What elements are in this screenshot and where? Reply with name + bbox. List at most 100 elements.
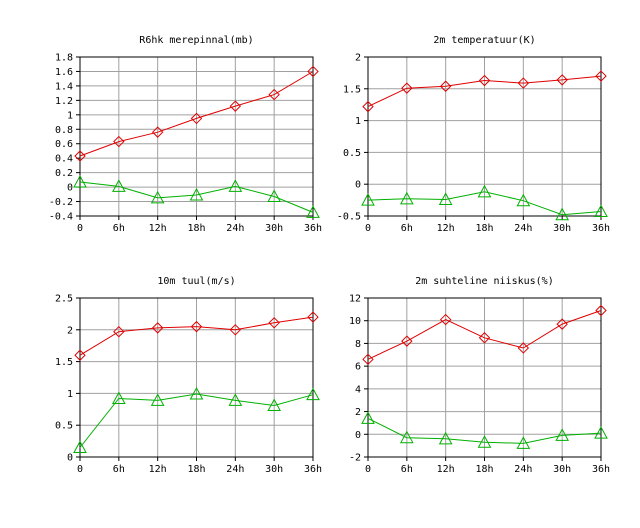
y-tick-label: 0.8 (55, 125, 73, 136)
y-tick-label: 8 (355, 339, 361, 350)
series-2-triangle-marker (555, 207, 570, 221)
series-2-triangle-marker (516, 193, 531, 207)
x-tick-label: 18h (187, 464, 205, 475)
series-2-triangle-marker (73, 174, 87, 188)
series-1-diamond-marker (401, 82, 413, 94)
y-tick-label: 10 (349, 316, 361, 327)
series-2-triangle-marker (306, 205, 320, 218)
y-tick-label: 0.5 (343, 148, 361, 159)
series-2-triangle-marker (438, 192, 453, 205)
series-1-diamond-marker (268, 88, 280, 101)
series-1-diamond-marker (151, 126, 164, 138)
x-tick-label: 0 (77, 223, 83, 234)
x-tick-label: 36h (304, 464, 322, 475)
series-2-triangle-marker (150, 393, 165, 406)
series-1-diamond-marker (595, 70, 607, 82)
series-line-2 (79, 181, 314, 213)
series-2-triangle-marker (399, 430, 414, 444)
series-2-triangle-marker (594, 204, 608, 218)
x-tick-label: 12h (149, 464, 167, 475)
y-tick-label: 0.4 (55, 154, 73, 165)
series-1-diamond-marker (362, 353, 374, 366)
x-tick-label: 36h (304, 223, 322, 234)
y-tick-label: 1.4 (55, 81, 73, 92)
plot-frame (367, 56, 602, 217)
y-tick-label: -0.5 (337, 212, 361, 223)
series-1-diamond-marker (74, 150, 86, 162)
chart-panel-4: 2m suhteline niiskus(%) 12 10 8 6 4 2 0 -2 0 6h 12h… (349, 276, 610, 475)
series-2-triangle-marker (267, 398, 282, 411)
series-2-triangle-marker (594, 426, 608, 439)
x-tick-label: 12h (149, 223, 167, 234)
y-tick-label: 12 (349, 294, 361, 305)
series-2-triangle-marker (555, 428, 570, 441)
x-tick-label: 12h (437, 223, 455, 234)
y-tick-label: 0.6 (55, 139, 73, 150)
y-tick-label: 0.5 (55, 421, 73, 432)
series-2-triangle-marker (73, 440, 87, 453)
series-1-diamond-marker (74, 349, 86, 361)
x-tick-label: 30h (265, 464, 283, 475)
x-tick-label: 0 (365, 464, 371, 475)
x-tick-label: 6h (401, 223, 413, 234)
chart-panel-3: 10m tuul(m/s) 2.5 2 1.5 1 0.5 00 6h 12h 18h 24h 30h… (55, 276, 322, 475)
y-tick-label: -0.4 (49, 212, 73, 223)
series-1-diamond-marker (439, 80, 452, 92)
y-tick-label: -2 (349, 453, 361, 464)
y-tick-label: 4 (355, 384, 361, 395)
plot-frame (367, 297, 602, 458)
series-line-1 (79, 316, 314, 356)
series-1-diamond-marker (151, 322, 164, 334)
y-tick-label: 0 (67, 183, 73, 194)
series-1-diamond-marker (190, 112, 203, 125)
series-1-diamond-marker (478, 74, 491, 87)
series-1-diamond-marker (307, 65, 319, 78)
chart-panel-2: 2m temperatuur(K) 2 1.5 1 0.5 0 -0.5 0 6h 12h 18h 2… (337, 35, 610, 234)
series-1-diamond-marker (229, 100, 242, 112)
y-tick-label: 0 (355, 430, 361, 441)
y-tick-label: 0 (67, 453, 73, 464)
chart-title: R6hk merepinnal(mb) (139, 35, 253, 46)
series-2-triangle-marker (361, 411, 375, 424)
series-2-triangle-marker (228, 393, 243, 406)
series-1-diamond-marker (478, 332, 491, 344)
y-tick-label: 1 (67, 389, 73, 400)
x-tick-label: 18h (475, 223, 493, 234)
series-2-triangle-marker (189, 187, 204, 201)
x-tick-label: 0 (77, 464, 83, 475)
y-tick-label: 1 (67, 110, 73, 121)
series-line-1 (367, 75, 602, 108)
series-2-triangle-marker (189, 386, 204, 400)
series-1-diamond-marker (307, 311, 319, 323)
x-tick-label: 6h (401, 464, 413, 475)
series-2-triangle-marker (306, 387, 320, 401)
y-tick-label: 1.6 (55, 67, 73, 78)
x-tick-label: 6h (113, 223, 125, 234)
y-tick-label: 2 (355, 53, 361, 64)
x-tick-label: 30h (265, 223, 283, 234)
x-tick-label: 24h (226, 464, 244, 475)
y-tick-label: 1.8 (55, 53, 73, 64)
x-tick-label: 24h (514, 464, 532, 475)
y-tick-label: 0 (355, 180, 361, 191)
series-line-1 (79, 71, 314, 157)
series-line-2 (79, 393, 314, 448)
y-tick-label: -0.2 (49, 197, 73, 208)
series-2-triangle-marker (477, 184, 492, 198)
y-tick-label: 2 (67, 325, 73, 336)
series-1-diamond-marker (113, 326, 125, 338)
chart-title: 2m temperatuur(K) (433, 35, 535, 46)
series-2-triangle-marker (150, 190, 165, 204)
x-tick-label: 24h (514, 223, 532, 234)
series-1-diamond-marker (556, 318, 568, 330)
series-1-diamond-marker (268, 317, 280, 329)
chart-title: 2m suhteline niiskus(%) (415, 276, 553, 287)
plot-frame (79, 297, 314, 458)
x-tick-label: 12h (437, 464, 455, 475)
series-2-triangle-marker (111, 179, 126, 192)
series-2-triangle-marker (267, 189, 282, 202)
series-2-triangle-marker (438, 431, 453, 445)
series-1-diamond-marker (517, 342, 530, 354)
y-tick-label: 1.5 (55, 357, 73, 368)
